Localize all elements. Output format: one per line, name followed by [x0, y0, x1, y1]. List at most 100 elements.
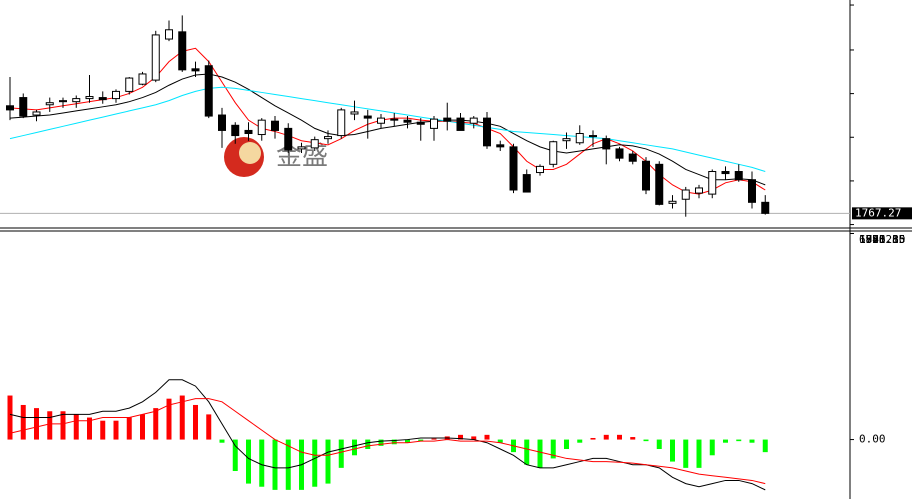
histogram-bar	[643, 439, 649, 442]
candle-body	[628, 153, 637, 162]
candle-body	[761, 201, 770, 214]
histogram-bar	[219, 439, 225, 443]
histogram-bar	[709, 439, 715, 456]
histogram-bar	[312, 439, 318, 487]
histogram-bar	[431, 438, 437, 440]
histogram-bar	[405, 439, 410, 443]
histogram-bar	[630, 437, 636, 440]
histogram-bar	[153, 408, 159, 440]
histogram-bar	[100, 420, 106, 440]
indicator-line	[9, 398, 766, 485]
histogram-bar	[418, 439, 424, 442]
candle-body	[509, 146, 518, 191]
candle-body	[178, 31, 187, 71]
y-tick-label: 65.526	[859, 233, 899, 246]
histogram-bar	[20, 404, 26, 440]
histogram-bar	[113, 420, 119, 440]
candle-body	[19, 97, 28, 117]
histogram-bar	[749, 439, 755, 443]
histogram-bar	[352, 439, 357, 456]
y-tick-label: 1926.35	[859, 233, 905, 246]
candle-body	[218, 114, 226, 131]
candle-body	[191, 68, 200, 72]
candle-body	[244, 129, 253, 135]
histogram-bar	[325, 439, 331, 484]
candle-body	[695, 187, 703, 194]
candle-body	[390, 118, 399, 121]
candle-body	[483, 117, 491, 147]
y-tick-label: 1883.85	[859, 233, 905, 246]
candle-body	[98, 97, 107, 101]
histogram-bar	[696, 439, 702, 468]
histogram-bar	[736, 439, 742, 442]
histogram-bar	[246, 439, 251, 484]
indicator-line	[9, 47, 766, 195]
y-tick-label: 1756.35	[859, 233, 905, 246]
candle-body	[734, 171, 743, 181]
candle-body	[310, 139, 319, 149]
candle-body	[377, 117, 385, 124]
candle-body	[549, 141, 558, 165]
candle-body	[642, 160, 650, 191]
candle-body	[125, 77, 134, 92]
candle-body	[575, 133, 584, 144]
candle-body	[430, 118, 438, 129]
candle-body	[231, 124, 240, 137]
histogram-bar	[458, 434, 463, 440]
histogram-bar	[391, 439, 397, 445]
candle-body	[721, 171, 730, 175]
histogram-bar	[471, 436, 477, 440]
candle-body	[72, 98, 81, 103]
candle-body	[271, 120, 279, 131]
histogram-bar	[338, 439, 344, 468]
histogram-bar	[497, 439, 503, 443]
histogram-bar	[537, 439, 543, 468]
histogram-bar	[126, 417, 132, 440]
candle-body	[443, 117, 452, 122]
histogram-bar	[7, 395, 13, 440]
candle-body	[602, 138, 611, 150]
candle-body	[59, 100, 67, 103]
candle-body	[138, 73, 147, 85]
candle-body	[85, 96, 94, 100]
histogram-bar	[179, 395, 185, 440]
candle-body	[204, 65, 213, 117]
histogram-bar	[590, 437, 596, 440]
histogram-bar	[206, 414, 212, 440]
histogram-bar	[285, 439, 291, 490]
histogram-bar	[577, 439, 583, 443]
histogram-bar	[272, 439, 278, 490]
histogram-bar	[378, 439, 384, 446]
candle-body	[681, 189, 690, 200]
candle-body	[297, 146, 306, 150]
watermark-logo	[239, 142, 261, 164]
candle-body	[6, 105, 14, 111]
candle-body	[416, 121, 425, 125]
histogram-bar	[617, 434, 622, 440]
histogram-bar	[524, 439, 530, 465]
histogram-bar	[683, 439, 689, 468]
candle-body	[350, 111, 359, 115]
candle-body	[668, 200, 677, 204]
candle-body	[708, 171, 717, 195]
last-price-tag	[852, 207, 912, 220]
candle-body	[496, 144, 505, 148]
candle-body	[363, 115, 372, 119]
histogram-bar	[484, 434, 490, 440]
candle-body	[284, 127, 293, 151]
histogram-bar	[166, 398, 172, 440]
histogram-bar	[193, 404, 198, 440]
candle-body	[562, 138, 571, 142]
candle-body	[456, 117, 465, 131]
histogram-bar	[550, 439, 556, 459]
indicator-line	[9, 379, 766, 491]
histogram-bar	[762, 439, 768, 453]
candle-body	[257, 119, 266, 136]
y-tick-label: 0.00	[859, 433, 886, 446]
histogram-bar	[603, 434, 609, 440]
indicator-line	[9, 86, 766, 172]
y-tick-label: 1798.85	[859, 233, 905, 246]
candle-body	[45, 102, 54, 106]
watermark-text: 金盛	[276, 142, 328, 172]
